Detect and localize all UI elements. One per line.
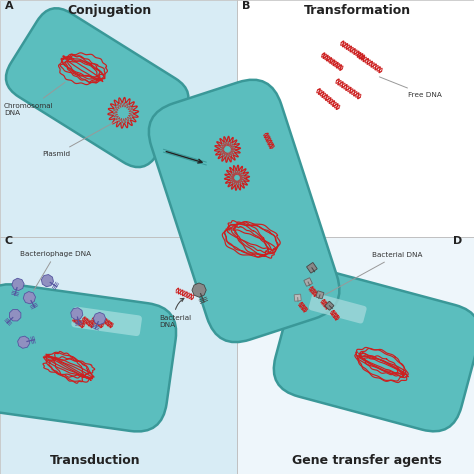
FancyBboxPatch shape (294, 294, 301, 301)
Bar (237, 0, 474, 237)
Text: B: B (242, 0, 250, 10)
FancyBboxPatch shape (307, 263, 317, 273)
Polygon shape (71, 308, 83, 320)
Text: Bacterial DNA: Bacterial DNA (325, 252, 423, 295)
FancyBboxPatch shape (149, 80, 339, 342)
FancyBboxPatch shape (72, 307, 142, 336)
Polygon shape (41, 274, 54, 287)
Polygon shape (12, 278, 24, 291)
Bar (237, 237, 474, 474)
Text: Plasmid: Plasmid (43, 120, 118, 157)
Text: Transformation: Transformation (304, 4, 411, 17)
Text: C: C (5, 236, 13, 246)
Text: Conjugation: Conjugation (67, 4, 151, 17)
Bar (0, 0, 237, 237)
Text: Bacteriophage DNA: Bacteriophage DNA (20, 251, 91, 291)
Polygon shape (23, 292, 36, 304)
FancyBboxPatch shape (304, 278, 312, 286)
FancyBboxPatch shape (325, 301, 334, 310)
FancyBboxPatch shape (309, 293, 366, 323)
Text: D: D (453, 236, 462, 246)
Polygon shape (192, 283, 206, 297)
Text: Chromosomal
DNA: Chromosomal DNA (4, 82, 65, 116)
FancyBboxPatch shape (274, 270, 474, 431)
Polygon shape (18, 336, 30, 348)
Text: Bacterial
DNA: Bacterial DNA (159, 298, 191, 328)
Bar (0, 237, 237, 474)
Text: Gene transfer agents: Gene transfer agents (292, 454, 442, 466)
Text: Free DNA: Free DNA (379, 77, 441, 98)
FancyBboxPatch shape (0, 284, 176, 431)
Text: A: A (5, 0, 13, 10)
Polygon shape (9, 310, 21, 321)
FancyBboxPatch shape (6, 8, 188, 167)
Text: Transduction: Transduction (49, 454, 140, 466)
FancyBboxPatch shape (316, 291, 324, 299)
Polygon shape (93, 312, 106, 325)
